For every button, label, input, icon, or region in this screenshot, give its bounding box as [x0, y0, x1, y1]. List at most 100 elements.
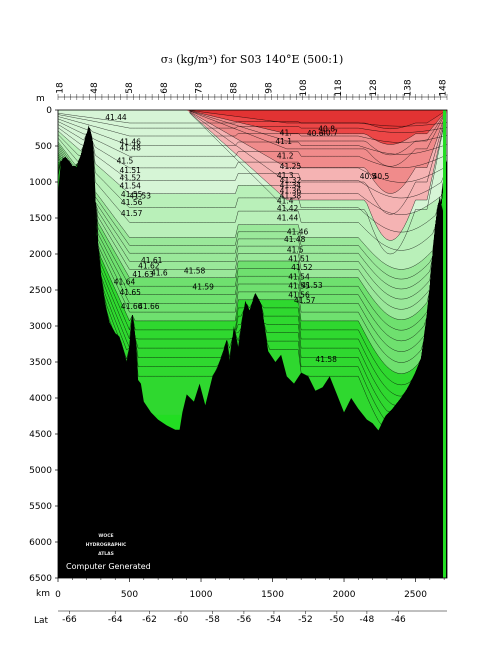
contour-label: 41.48: [119, 143, 141, 152]
contour-label: 41.58: [315, 355, 337, 364]
lat-tick-label: -46: [391, 615, 406, 625]
contour-label: 40.5: [373, 172, 390, 181]
station-number-strip: 18 48 58 68 78 88 98 108 118 128 138 148: [55, 79, 448, 96]
contour-label: 41.6: [151, 269, 168, 278]
x-axis: 0 500 1000 1500 2000 2500: [55, 578, 445, 600]
contour-label: 40.5: [360, 172, 377, 181]
station-number: 88: [230, 82, 240, 94]
contour-line: [58, 127, 447, 374]
contour-label: 41.5: [287, 246, 304, 255]
contour-line: [58, 127, 447, 251]
lat-tick-label: -56: [237, 615, 252, 625]
lat-axis-label: Lat: [34, 616, 49, 626]
contour-label: 41.66: [138, 302, 160, 311]
contour-label: 41.32: [280, 176, 302, 185]
chart-title: σ₃ (kg/m³) for S03 140°E (500:1): [161, 53, 344, 66]
station-number: 48: [90, 82, 100, 94]
contour-label: 41.53: [301, 281, 323, 290]
x-tick-label: 2500: [404, 590, 427, 600]
contour-label: 41.34: [280, 181, 302, 190]
y-axis-unit-label: m: [36, 94, 45, 104]
surface-red-band: [58, 110, 447, 129]
contour-label: 41.56: [288, 290, 310, 299]
lat-tick-label: -64: [108, 615, 123, 625]
contour-line: [58, 127, 447, 352]
woce-atlas-watermark: WOCE HYDROGRAPHIC ATLAS: [86, 533, 127, 557]
contour-labels: 41.4441.4641.4841.541.5141.5241.5441.554…: [105, 113, 389, 364]
contour-lines: [58, 110, 447, 426]
station-number: 78: [195, 82, 205, 94]
contour-label: 41.3: [277, 171, 294, 180]
y-tick-label: 6000: [29, 538, 52, 548]
contour-label: 41.52: [291, 263, 313, 272]
contour-label: 41.54: [119, 182, 141, 191]
station-number: 118: [334, 79, 344, 96]
top-tick-strip: [57, 94, 448, 100]
contour-line: [58, 121, 447, 169]
contour-line: [58, 127, 447, 300]
y-tick-label: 4500: [29, 430, 52, 440]
contour-label: 41.5: [117, 156, 134, 165]
seafloor-bathymetry: [58, 125, 447, 578]
y-tick-label: 6500: [29, 574, 52, 584]
contour-label: 40.8: [318, 125, 335, 134]
contour-label: 41.44: [105, 113, 127, 122]
contour-line: [58, 127, 447, 331]
contour-label: 41.52: [119, 174, 141, 183]
lat-tick-label: -58: [205, 615, 220, 625]
contour-line: [58, 127, 447, 342]
plot-area: 41.4441.4641.4841.541.5141.5241.5441.554…: [58, 110, 447, 578]
contour-line: [58, 127, 447, 310]
contour-line: [58, 127, 447, 280]
contour-label: 41.55: [121, 190, 143, 199]
contour-line: [189, 110, 445, 167]
contour-label: 41.59: [192, 282, 214, 291]
contour-label: 41.25: [280, 162, 302, 171]
contour-label: 41.55: [288, 282, 310, 291]
contour-line: [58, 116, 447, 143]
contour-line: [58, 118, 447, 155]
computer-generated-label: Computer Generated: [66, 562, 151, 571]
x-tick-label: 0: [55, 590, 61, 600]
contour-label: 41.51: [288, 254, 310, 263]
contour-label: 41.36: [280, 187, 302, 196]
contour-line: [58, 112, 447, 127]
right-edge-green-strip: [443, 110, 446, 578]
contour-label: 41.62: [138, 262, 160, 271]
contour-line: [189, 111, 445, 215]
lat-tick-label: -52: [298, 615, 313, 625]
contour-label: 41.46: [119, 138, 141, 147]
station-number: 18: [55, 82, 65, 94]
contour-label: 41.2: [277, 151, 294, 160]
contour-line: [58, 114, 447, 133]
contour-label: 41.1: [275, 137, 292, 146]
contour-label: 40.7: [321, 128, 338, 137]
contour-label: 40.6: [307, 129, 324, 138]
contour-line: [58, 127, 447, 290]
x-tick-label: 500: [121, 590, 138, 600]
lat-tick-label: -50: [330, 615, 345, 625]
plot-frame: [57, 109, 448, 579]
station-number: 58: [125, 82, 135, 94]
contour-label: 41.54: [288, 272, 310, 281]
x-tick-label: 1000: [190, 590, 213, 600]
contour-label: 41.38: [280, 192, 302, 201]
contour-label: 41.63: [132, 270, 154, 279]
y-tick-label: 2000: [29, 250, 52, 260]
x-tick-label: 1500: [261, 590, 284, 600]
contour-label: 41.57: [294, 296, 316, 305]
lat-tick-label: -60: [174, 615, 189, 625]
y-tick-label: 2500: [29, 286, 52, 296]
contour-label: 41.53: [130, 192, 152, 201]
contour-line: [58, 127, 447, 199]
station-number: 68: [160, 82, 170, 94]
lat-tick-label: -48: [360, 615, 375, 625]
station-number: 148: [439, 79, 449, 96]
y-tick-label: 5500: [29, 502, 52, 512]
y-tick-label: 0: [46, 106, 52, 116]
latitude-axis: -66 -64 -62 -60 -58 -56 -54 -52 -50 -48 -46: [58, 610, 447, 625]
station-number: 138: [404, 79, 414, 96]
contour-line: [58, 127, 447, 270]
y-tick-label: 500: [35, 142, 52, 152]
